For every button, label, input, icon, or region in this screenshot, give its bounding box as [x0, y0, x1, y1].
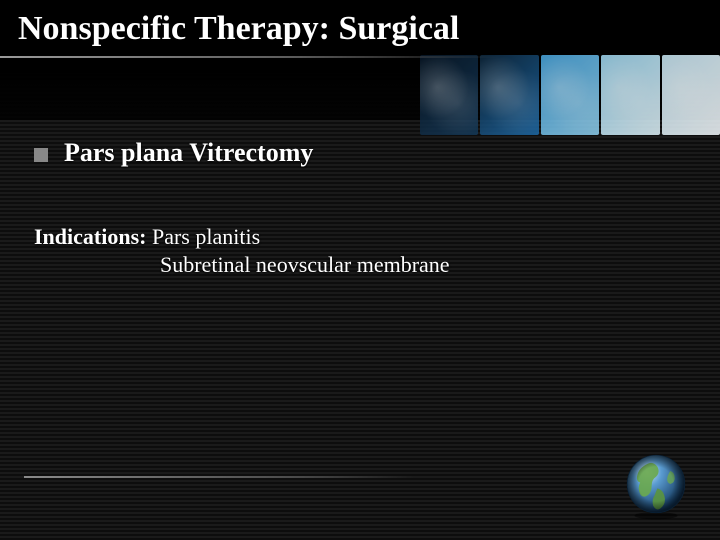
- deco-tile: [541, 55, 599, 135]
- deco-tile: [480, 55, 538, 135]
- bullet-text: Pars plana Vitrectomy: [64, 138, 313, 168]
- bullet-square-icon: [34, 148, 48, 162]
- indications-line-1: Indications: Pars planitis: [34, 224, 260, 250]
- deco-tile: [601, 55, 659, 135]
- title-underline: [0, 56, 500, 58]
- indications-label: Indications:: [34, 224, 146, 249]
- deco-tile: [420, 55, 478, 135]
- indications-item-2: Subretinal neovscular membrane: [160, 252, 450, 278]
- slide: Nonspecific Therapy: Surgical Pars plana…: [0, 0, 720, 540]
- footer-underline: [24, 476, 414, 478]
- deco-tile: [662, 55, 720, 135]
- indications-item-1: Pars planitis: [152, 224, 260, 249]
- slide-title: Nonspecific Therapy: Surgical: [18, 10, 459, 48]
- decorative-worldmap-strip: [420, 55, 720, 135]
- bullet-item: Pars plana Vitrectomy: [34, 138, 313, 168]
- globe-icon: [620, 448, 692, 520]
